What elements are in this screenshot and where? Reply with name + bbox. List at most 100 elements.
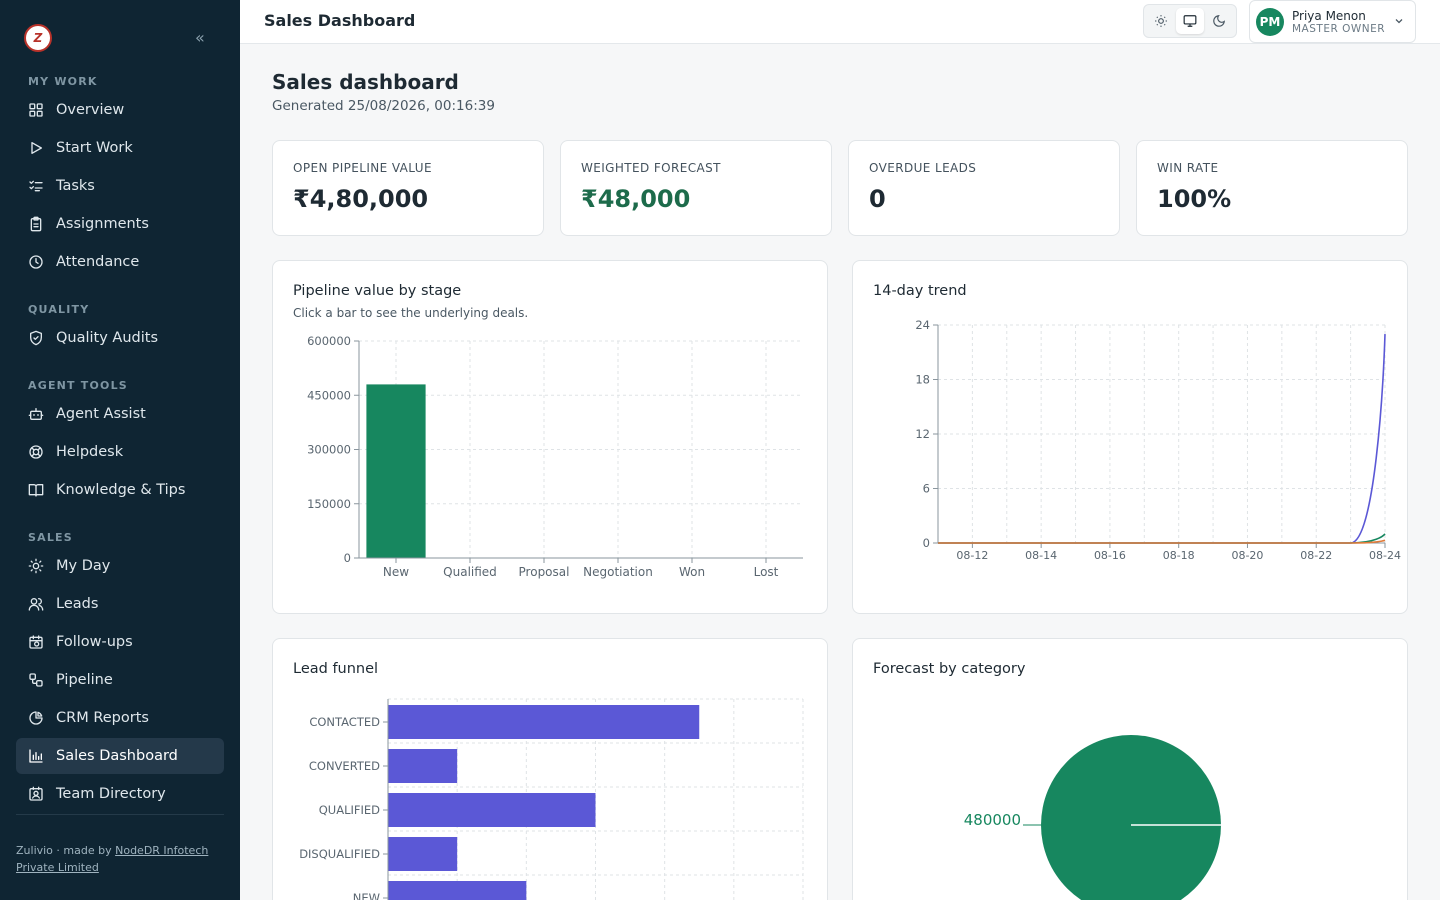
y-tick-label: 300000 xyxy=(307,443,351,457)
kpi-value: 100% xyxy=(1157,185,1232,213)
kpi-value: ₹48,000 xyxy=(581,185,691,213)
y-tick-label: 6 xyxy=(923,482,930,496)
sidebar-section-title: SALES xyxy=(28,531,73,544)
sidebar-item-knowledge-tips[interactable]: Knowledge & Tips xyxy=(16,472,224,508)
sidebar-item-attendance[interactable]: Attendance xyxy=(16,244,224,280)
sidebar-item-label: Tasks xyxy=(56,178,95,194)
sidebar-item-agent-assist[interactable]: Agent Assist xyxy=(16,396,224,432)
collapse-sidebar-icon[interactable]: « xyxy=(195,28,205,47)
app-logo[interactable]: Z xyxy=(24,24,52,52)
y-tick-label: 600000 xyxy=(307,334,351,348)
y-tick-label: 24 xyxy=(915,318,930,332)
topbar: Sales Dashboard PM Priya Menon MASTER OW… xyxy=(240,0,1440,44)
pipeline-bar-chart: 0 150000 300000 450000 600000 New Qualified Pro… xyxy=(307,334,803,579)
user-menu[interactable]: PM Priya Menon MASTER OWNER xyxy=(1249,0,1416,43)
sidebar-item-overview[interactable]: Overview xyxy=(16,92,224,128)
sidebar-item-pipeline[interactable]: Pipeline xyxy=(16,662,224,698)
x-tick-label: 08-12 xyxy=(956,549,988,562)
topbar-title: Sales Dashboard xyxy=(264,11,416,30)
sun-icon xyxy=(28,558,44,574)
x-tick-label: New xyxy=(383,565,409,579)
sidebar-item-my-day[interactable]: My Day xyxy=(16,548,224,584)
dark-theme-button[interactable] xyxy=(1205,8,1233,34)
funnel-bar-new[interactable] xyxy=(388,881,527,900)
trend-line-chart: 0 6 12 18 24 08-12 08-14 08-16 08-18 08-20 08-22 08… xyxy=(915,318,1401,562)
y-tick-label: 12 xyxy=(915,427,930,441)
avatar: PM xyxy=(1256,7,1284,36)
y-tick-label: QUALIFIED xyxy=(319,803,380,817)
sidebar-item-label: Attendance xyxy=(56,254,140,270)
x-tick-label: Lost xyxy=(754,565,779,579)
sidebar-item-label: My Day xyxy=(56,558,111,574)
sidebar-nav: MY WORK Overview Start Work Tasks Assignment… xyxy=(0,64,240,814)
sidebar-item-label: Helpdesk xyxy=(56,444,124,460)
funnel-bar-contacted[interactable] xyxy=(388,705,700,739)
bar-new[interactable] xyxy=(366,384,426,558)
sidebar-item-label: Start Work xyxy=(56,140,133,156)
sidebar-item-helpdesk[interactable]: Helpdesk xyxy=(16,434,224,470)
theme-toggle xyxy=(1143,4,1237,38)
funnel-card: Lead funnel CONTACTED CONVERTED QUALIFIED D… xyxy=(272,638,828,900)
footer-text: Zulivio · made by xyxy=(16,844,116,857)
x-tick-label: 08-14 xyxy=(1025,549,1057,562)
lifebuoy-icon xyxy=(28,444,44,460)
kpi-label: WEIGHTED FORECAST xyxy=(581,161,721,175)
light-theme-button[interactable] xyxy=(1147,8,1175,34)
funnel-bar-disqualified[interactable] xyxy=(388,837,458,871)
sidebar-item-team-directory[interactable]: Team Directory xyxy=(16,776,224,812)
x-tick-label: 08-18 xyxy=(1163,549,1195,562)
series-line-0 xyxy=(937,334,1386,544)
pie-slice xyxy=(1041,735,1221,900)
sidebar-item-tasks[interactable]: Tasks xyxy=(16,168,224,204)
funnel-bar-converted[interactable] xyxy=(388,749,458,783)
card-title: Pipeline value by stage xyxy=(293,283,462,299)
sidebar-item-label: CRM Reports xyxy=(56,710,149,726)
moon-icon xyxy=(1212,15,1225,27)
contact-icon xyxy=(28,786,44,802)
sidebar-item-label: Knowledge & Tips xyxy=(56,482,186,498)
footer-company-link[interactable]: NodeDR Infotech Private Limited xyxy=(16,844,209,874)
pie-icon xyxy=(28,710,44,726)
kpi-label: OPEN PIPELINE VALUE xyxy=(293,161,432,175)
monitor-icon xyxy=(1183,15,1197,27)
y-tick-label: 450000 xyxy=(307,388,351,402)
sidebar-item-leads[interactable]: Leads xyxy=(16,586,224,622)
sidebar-section-title: MY WORK xyxy=(28,75,98,88)
trend-card: 14-day trend 0 6 12 18 24 08-12 08-14 08-16 08-1… xyxy=(852,260,1408,614)
chevron-down-icon xyxy=(1395,19,1403,24)
shield-icon xyxy=(28,330,44,346)
y-tick-label: 0 xyxy=(344,551,351,565)
card-title: 14-day trend xyxy=(873,283,967,299)
pipeline-card: Pipeline value by stage Click a bar to s… xyxy=(272,260,828,614)
x-tick-label: Proposal xyxy=(519,565,570,579)
sidebar-item-crm-reports[interactable]: CRM Reports xyxy=(16,700,224,736)
sidebar-item-assignments[interactable]: Assignments xyxy=(16,206,224,242)
checklist-icon xyxy=(28,178,44,194)
x-tick-label: Qualified xyxy=(443,565,497,579)
sidebar-item-quality-audits[interactable]: Quality Audits xyxy=(16,320,224,356)
generated-timestamp: Generated 25/08/2026, 00:16:39 xyxy=(272,98,495,114)
kpi-win-rate: WIN RATE 100% xyxy=(1136,140,1408,236)
sidebar-item-start-work[interactable]: Start Work xyxy=(16,130,224,166)
x-tick-label: 08-24 xyxy=(1369,549,1401,562)
kpi-value: 0 xyxy=(869,185,886,213)
play-icon xyxy=(28,140,44,156)
funnel-bar-chart: CONTACTED CONVERTED QUALIFIED DISQUALIFIED N… xyxy=(299,698,804,900)
sidebar-item-sales-dashboard[interactable]: Sales Dashboard xyxy=(16,738,224,774)
sun-icon xyxy=(1155,15,1168,27)
clock-icon xyxy=(28,254,44,270)
forecast-card: Forecast by category 480000 xyxy=(852,638,1408,900)
y-tick-label: 0 xyxy=(923,536,930,550)
x-tick-label: 08-20 xyxy=(1231,549,1263,562)
x-tick-label: 08-22 xyxy=(1300,549,1332,562)
sidebar-item-label: Team Directory xyxy=(56,786,166,802)
sidebar-item-follow-ups[interactable]: Follow-ups xyxy=(16,624,224,660)
grid-icon xyxy=(28,102,44,118)
sidebar-footer: Zulivio · made by NodeDR Infotech Privat… xyxy=(16,842,224,876)
sidebar-section-title: AGENT TOOLS xyxy=(28,379,128,392)
sidebar-item-label: Assignments xyxy=(56,216,149,232)
funnel-bar-qualified[interactable] xyxy=(388,793,596,827)
system-theme-button[interactable] xyxy=(1175,8,1204,34)
y-tick-label: CONVERTED xyxy=(309,759,380,773)
kpi-open-pipeline-value: OPEN PIPELINE VALUE ₹4,80,000 xyxy=(272,140,544,236)
